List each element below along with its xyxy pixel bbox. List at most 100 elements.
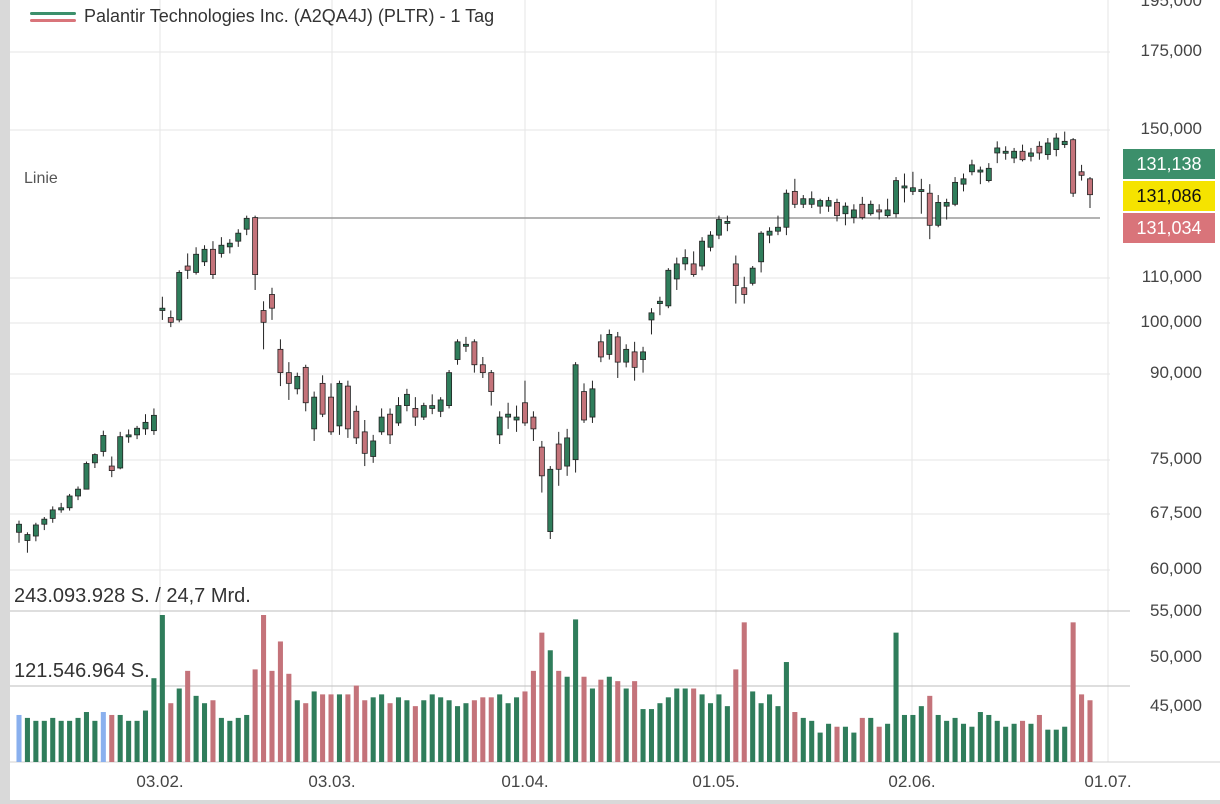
candle-body	[909, 187, 916, 192]
volume-bar	[707, 703, 714, 762]
volume-bar	[1053, 729, 1059, 762]
volume-bar	[589, 688, 595, 762]
volume-bar	[463, 703, 469, 762]
candle-body	[724, 221, 731, 224]
candle-body	[125, 434, 132, 438]
volume-bar	[750, 691, 756, 762]
volume-bar	[1028, 723, 1034, 762]
candle-body	[1019, 150, 1026, 161]
volume-bar	[876, 726, 882, 762]
candle-body	[1061, 140, 1068, 146]
volume-bar	[960, 723, 967, 762]
volume-bar	[665, 697, 671, 762]
candle-body	[597, 341, 604, 358]
volume-bar	[783, 662, 789, 762]
volume-bar	[842, 726, 848, 762]
candle-body	[522, 402, 528, 424]
candle-body	[75, 488, 81, 497]
volume-bar	[50, 717, 56, 762]
candle-body	[1087, 178, 1093, 196]
volume-bar	[691, 688, 697, 762]
price-tick-label: 150,000	[1140, 119, 1202, 138]
candle-body	[1036, 145, 1043, 154]
candle-body	[817, 200, 824, 207]
candle-body	[842, 205, 849, 215]
candlestick-chart	[10, 0, 1220, 763]
volume-bar	[741, 622, 747, 762]
volume-bar	[927, 695, 933, 762]
volume-bar	[1020, 720, 1026, 762]
volume-bar	[454, 706, 461, 762]
candle-body	[1028, 152, 1034, 157]
volume-bar	[387, 703, 393, 762]
volume-bar	[471, 700, 477, 762]
volume-bar	[1011, 723, 1017, 762]
candle-body	[370, 440, 377, 457]
volume-bar	[261, 615, 267, 762]
candle-body	[150, 414, 157, 432]
candle-body	[648, 312, 655, 321]
candle-body	[201, 248, 208, 263]
candle-body	[471, 341, 478, 366]
volume-bar	[530, 670, 536, 762]
candle-body	[252, 217, 259, 275]
volume-bar	[901, 714, 908, 762]
volume-bar	[58, 720, 64, 762]
candle-body	[24, 534, 31, 541]
candle-body	[614, 336, 621, 363]
volume-bar	[767, 694, 773, 762]
volume-bar	[227, 720, 233, 762]
candle-body	[631, 351, 638, 368]
candle-body	[952, 181, 959, 205]
candle-body	[690, 263, 697, 275]
volume-bar	[505, 703, 511, 762]
volume-bar	[944, 720, 950, 762]
volume-bar	[412, 706, 418, 762]
volume-bar	[674, 688, 680, 762]
candle-body	[302, 366, 309, 404]
candle-body	[935, 202, 942, 226]
candle-body	[134, 427, 140, 436]
candle-body	[800, 198, 807, 205]
chart-style-label[interactable]: Linie	[24, 170, 58, 187]
volume-bar	[294, 700, 300, 762]
date-tick-label: 03.03.	[308, 772, 356, 791]
candle-body	[184, 265, 191, 271]
candle-body	[960, 178, 967, 185]
volume-bar	[379, 694, 385, 762]
candle-body	[1011, 150, 1018, 159]
candle-body	[454, 341, 461, 360]
candle-body	[656, 300, 663, 304]
candle-body	[83, 463, 90, 490]
volume-bar	[868, 717, 874, 762]
volume-bar	[733, 669, 739, 762]
volume-bar	[859, 717, 865, 762]
volume-bar	[370, 697, 376, 762]
volume-bar	[834, 726, 840, 762]
candle-body	[977, 169, 984, 173]
volume-bar	[606, 676, 612, 762]
candle-body	[893, 180, 899, 215]
candle-body	[867, 203, 874, 215]
volume-bar	[126, 720, 132, 762]
volume-tick-label: 50,000	[1150, 647, 1202, 666]
volume-bar	[598, 679, 604, 762]
volume-bar	[83, 712, 89, 762]
candle-body	[412, 408, 419, 418]
volume-mid-label: 121.546.964 S.	[14, 660, 150, 682]
candle-body	[1070, 139, 1077, 194]
volume-bar	[168, 703, 174, 762]
volume-tick-label: 45,000	[1150, 696, 1202, 715]
volume-bar	[252, 669, 258, 762]
candle-body	[361, 431, 368, 454]
volume-bar	[395, 697, 402, 762]
volume-bar	[117, 714, 123, 762]
volume-bar	[1070, 622, 1076, 762]
volume-bar	[1045, 729, 1051, 762]
volume-bar	[142, 710, 149, 762]
candle-body	[1078, 171, 1085, 176]
candle-body	[640, 351, 646, 360]
volume-bar	[1087, 700, 1093, 762]
volume-bar	[201, 703, 208, 762]
candle-body	[167, 317, 174, 323]
